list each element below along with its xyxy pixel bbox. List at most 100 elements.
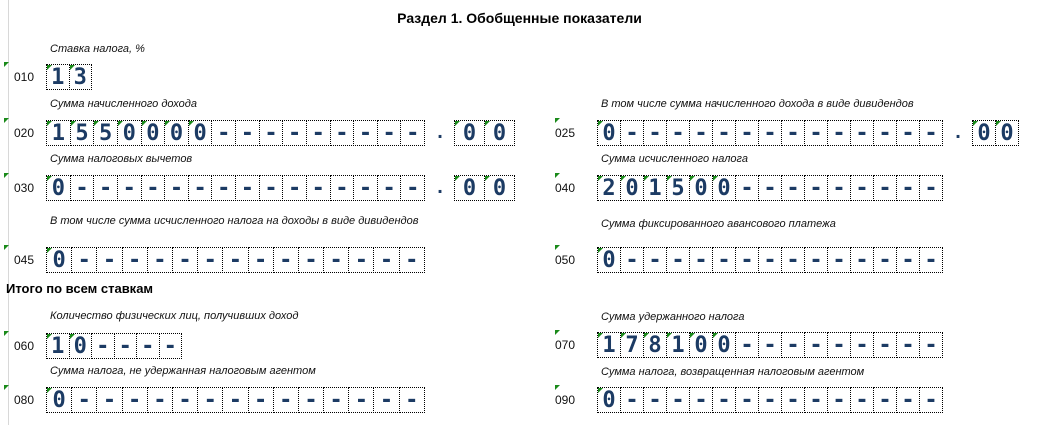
digit-cell[interactable]: - bbox=[850, 120, 874, 146]
field-090[interactable]: 0-------------- bbox=[597, 387, 943, 413]
digit-cell[interactable]: - bbox=[211, 175, 236, 201]
digit-cell[interactable]: - bbox=[850, 332, 874, 358]
digit-cell[interactable]: - bbox=[643, 120, 667, 146]
digit-cell[interactable]: - bbox=[873, 175, 897, 201]
digit-cell[interactable]: - bbox=[712, 387, 736, 413]
digit-cell[interactable]: - bbox=[353, 120, 378, 146]
digit-cell[interactable]: 1 bbox=[643, 175, 667, 201]
digit-cell[interactable]: - bbox=[140, 175, 166, 201]
digit-cell[interactable]: 0 bbox=[164, 120, 189, 146]
digit-cell[interactable]: - bbox=[297, 247, 325, 273]
digit-cell[interactable]: - bbox=[258, 175, 284, 201]
digit-cell[interactable]: - bbox=[666, 247, 690, 273]
digit-cell[interactable]: - bbox=[781, 332, 805, 358]
digit-cell[interactable]: - bbox=[804, 120, 828, 146]
digit-cell[interactable]: - bbox=[896, 120, 920, 146]
digit-cell[interactable]: - bbox=[187, 175, 213, 201]
digit-cell[interactable]: - bbox=[827, 120, 851, 146]
digit-cell[interactable]: - bbox=[827, 332, 851, 358]
digit-cell[interactable]: - bbox=[758, 247, 782, 273]
digit-cell[interactable]: - bbox=[222, 387, 249, 413]
digit-cell[interactable]: - bbox=[146, 247, 173, 273]
digit-cell[interactable]: - bbox=[804, 175, 828, 201]
digit-cell[interactable]: - bbox=[348, 387, 375, 413]
digit-cell[interactable]: - bbox=[376, 175, 402, 201]
digit-cell[interactable]: 0 bbox=[46, 175, 71, 201]
digit-cell[interactable]: - bbox=[850, 175, 874, 201]
digit-cell[interactable]: - bbox=[272, 247, 299, 273]
digit-cell[interactable]: 1 bbox=[46, 120, 71, 146]
digit-cell[interactable]: - bbox=[91, 333, 115, 359]
digit-cell[interactable]: 0 bbox=[116, 120, 142, 146]
digit-cell[interactable]: - bbox=[873, 120, 897, 146]
digit-cell[interactable]: 0 bbox=[689, 332, 713, 358]
digit-cell[interactable]: 0 bbox=[140, 120, 166, 146]
digit-cell[interactable]: - bbox=[850, 387, 874, 413]
digit-cell[interactable]: - bbox=[164, 175, 189, 201]
field-050[interactable]: 0-------------- bbox=[597, 247, 943, 273]
digit-cell[interactable]: 2 bbox=[597, 175, 621, 201]
digit-cell[interactable]: - bbox=[896, 387, 920, 413]
digit-cell[interactable]: - bbox=[171, 387, 199, 413]
digit-cell[interactable]: - bbox=[376, 120, 402, 146]
digit-cell[interactable]: - bbox=[121, 247, 148, 273]
field-080[interactable]: 0-------------- bbox=[46, 387, 425, 413]
digit-cell[interactable]: - bbox=[896, 175, 920, 201]
digit-cell[interactable]: - bbox=[620, 387, 644, 413]
digit-cell[interactable]: 0 bbox=[597, 387, 621, 413]
digit-cell[interactable]: - bbox=[121, 387, 148, 413]
digit-cell[interactable]: - bbox=[373, 387, 400, 413]
digit-cell[interactable]: 0 bbox=[454, 175, 485, 201]
digit-cell[interactable]: - bbox=[666, 120, 690, 146]
digit-cell[interactable]: - bbox=[804, 247, 828, 273]
digit-cell[interactable]: - bbox=[781, 387, 805, 413]
digit-cell[interactable]: 5 bbox=[666, 175, 690, 201]
digit-cell[interactable]: - bbox=[873, 387, 897, 413]
digit-cell[interactable]: - bbox=[247, 387, 274, 413]
digit-cell[interactable]: 0 bbox=[620, 175, 644, 201]
digit-cell[interactable]: - bbox=[400, 120, 425, 146]
digit-cell[interactable]: - bbox=[896, 247, 920, 273]
digit-cell[interactable]: - bbox=[735, 120, 759, 146]
digit-cell[interactable]: - bbox=[69, 175, 95, 201]
digit-cell[interactable]: - bbox=[919, 387, 943, 413]
digit-cell[interactable]: 0 bbox=[597, 120, 621, 146]
digit-cell[interactable]: 1 bbox=[46, 64, 70, 90]
digit-cell[interactable]: - bbox=[919, 247, 943, 273]
digit-cell[interactable]: 0 bbox=[484, 120, 515, 146]
digit-cell[interactable]: - bbox=[919, 120, 943, 146]
digit-cell[interactable]: - bbox=[781, 120, 805, 146]
digit-cell[interactable]: 0 bbox=[597, 247, 621, 273]
digit-cell[interactable]: 0 bbox=[995, 120, 1019, 146]
digit-cell[interactable]: 0 bbox=[68, 333, 92, 359]
digit-cell[interactable]: - bbox=[96, 387, 123, 413]
digit-cell[interactable]: 0 bbox=[46, 387, 73, 413]
digit-cell[interactable]: - bbox=[804, 387, 828, 413]
digit-cell[interactable]: 0 bbox=[712, 175, 736, 201]
digit-cell[interactable]: - bbox=[329, 120, 355, 146]
digit-cell[interactable]: - bbox=[96, 247, 123, 273]
digit-cell[interactable]: 0 bbox=[187, 120, 213, 146]
digit-cell[interactable]: - bbox=[146, 387, 173, 413]
digit-cell[interactable]: - bbox=[329, 175, 355, 201]
digit-cell[interactable]: - bbox=[348, 247, 375, 273]
digit-cell[interactable]: - bbox=[620, 120, 644, 146]
digit-cell[interactable]: 0 bbox=[454, 120, 485, 146]
digit-cell[interactable]: - bbox=[93, 175, 118, 201]
digit-cell[interactable]: - bbox=[827, 387, 851, 413]
digit-cell[interactable]: - bbox=[689, 120, 713, 146]
digit-cell[interactable]: 5 bbox=[69, 120, 95, 146]
digit-cell[interactable]: - bbox=[873, 247, 897, 273]
digit-cell[interactable]: - bbox=[689, 247, 713, 273]
digit-cell[interactable]: - bbox=[197, 247, 224, 273]
digit-cell[interactable]: - bbox=[297, 387, 325, 413]
digit-cell[interactable]: 0 bbox=[484, 175, 515, 201]
digit-cell[interactable]: - bbox=[353, 175, 378, 201]
digit-cell[interactable]: - bbox=[735, 175, 759, 201]
digit-cell[interactable]: - bbox=[850, 247, 874, 273]
